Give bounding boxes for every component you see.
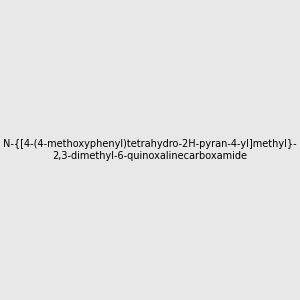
Text: N-{[4-(4-methoxyphenyl)tetrahydro-2H-pyran-4-yl]methyl}-
2,3-dimethyl-6-quinoxal: N-{[4-(4-methoxyphenyl)tetrahydro-2H-pyr… <box>3 139 297 161</box>
